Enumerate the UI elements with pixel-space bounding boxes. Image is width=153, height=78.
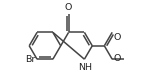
- Text: Br: Br: [25, 55, 35, 64]
- Text: O: O: [113, 33, 121, 42]
- Text: O: O: [113, 54, 121, 63]
- Text: O: O: [65, 3, 72, 12]
- Text: NH: NH: [78, 63, 92, 72]
